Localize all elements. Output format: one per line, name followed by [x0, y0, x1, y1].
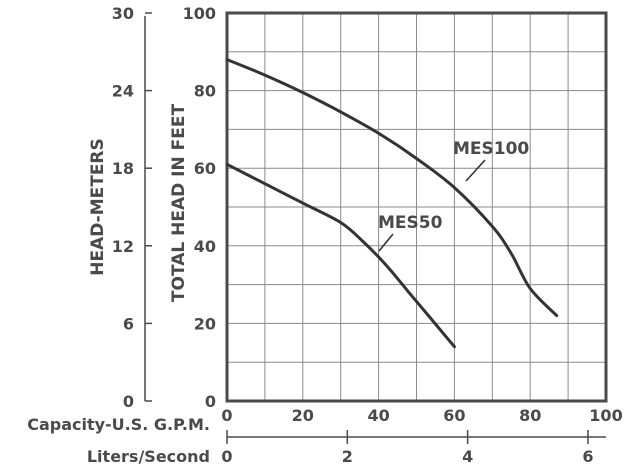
total-head-tick-label: 40	[194, 237, 216, 256]
liters-second-axis-title: Liters/Second	[87, 447, 210, 466]
curves	[225, 58, 559, 349]
plot-frame	[225, 11, 608, 403]
total-head-tick-label: 0	[205, 392, 216, 411]
liters-second-tick-label: 0	[221, 447, 232, 466]
head-meters-tick-label: 0	[123, 392, 134, 411]
capacity-gpm-tick-label: 40	[367, 406, 389, 425]
grid	[226, 12, 607, 402]
capacity-gpm-tick-label: 80	[519, 406, 541, 425]
leader-line-mes50	[378, 233, 394, 252]
liters-second-tick-label: 2	[342, 447, 353, 466]
series-label-mes100: MES100	[453, 139, 529, 159]
liters-second-ticks: 0 2 4 6	[221, 430, 594, 466]
curve-mes100	[225, 58, 559, 318]
liters-second-tick-label: 6	[582, 447, 593, 466]
leader-line-mes100	[465, 159, 486, 182]
total-head-ticks: 0 20 40 60 80 100	[183, 4, 216, 411]
head-meters-ticks: 0 6 12 18 24 30	[112, 4, 152, 411]
total-head-tick-label: 80	[194, 82, 216, 101]
head-meters-tick-label: 12	[112, 237, 134, 256]
capacity-gpm-tick-label: 20	[292, 406, 314, 425]
capacity-gpm-tick-label: 0	[221, 406, 232, 425]
liters-second-tick-label: 4	[462, 447, 473, 466]
head-meters-tick-label: 6	[123, 314, 134, 333]
curve-mes50	[225, 162, 456, 349]
capacity-gpm-axis-title: Capacity-U.S. G.P.M.	[27, 415, 210, 434]
capacity-gpm-tick-label: 60	[443, 406, 465, 425]
capacity-gpm-ticks: 0 20 40 60 80 100	[221, 406, 622, 425]
head-meters-axis-title: HEAD-METERS	[88, 138, 108, 276]
total-head-tick-label: 60	[194, 159, 216, 178]
series-label-mes50: MES50	[378, 213, 443, 233]
total-head-tick-label: 100	[183, 4, 216, 23]
head-meters-tick-label: 24	[112, 82, 134, 101]
total-head-tick-label: 20	[194, 314, 216, 333]
head-meters-tick-label: 30	[112, 4, 134, 23]
head-meters-tick-label: 18	[112, 159, 134, 178]
series-labels: MES100 MES50	[378, 139, 529, 252]
total-head-axis-title: TOTAL HEAD IN FEET	[169, 104, 189, 303]
capacity-gpm-tick-label: 100	[589, 406, 622, 425]
